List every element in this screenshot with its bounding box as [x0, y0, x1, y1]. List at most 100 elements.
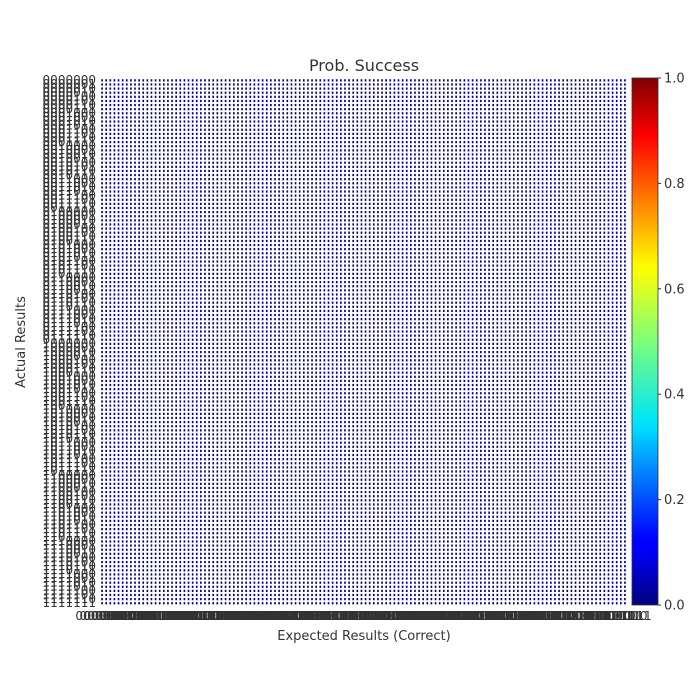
heatmap-cell: [496, 215, 499, 218]
heatmap-cell: [558, 95, 560, 98]
heatmap-cell: [566, 194, 569, 197]
heatmap-cell: [422, 120, 425, 123]
heatmap-cell: [241, 186, 243, 189]
heatmap-cell: [475, 186, 478, 189]
heatmap-cell: [183, 136, 186, 140]
heatmap-cell: [496, 95, 499, 98]
heatmap-cell: [274, 165, 276, 168]
heatmap-cell: [109, 190, 112, 193]
heatmap-cell: [368, 210, 371, 214]
heatmap-cell: [327, 95, 330, 98]
heatmap-cell: [595, 95, 597, 98]
heatmap-cell: [171, 210, 173, 214]
heatmap-cell: [607, 173, 610, 177]
heatmap-cell: [504, 95, 507, 98]
heatmap-cell: [578, 210, 581, 214]
heatmap-cell: [138, 173, 140, 177]
heatmap-cell: [294, 198, 297, 201]
heatmap-cell: [130, 95, 132, 98]
heatmap-cell: [611, 182, 614, 185]
heatmap-cell: [224, 124, 227, 127]
heatmap-cell: [138, 108, 140, 111]
heatmap-cell: [624, 132, 626, 136]
heatmap-cell: [278, 99, 280, 103]
heatmap-cell: [323, 153, 326, 156]
heatmap-cell: [179, 157, 182, 160]
heatmap-cell: [570, 103, 573, 107]
heatmap-cell: [356, 157, 359, 160]
heatmap-cell: [529, 231, 532, 234]
heatmap-cell: [150, 132, 153, 136]
heatmap-cell: [595, 206, 597, 210]
heatmap-cell: [438, 112, 441, 115]
heatmap-cell: [335, 95, 338, 98]
heatmap-cell: [492, 128, 495, 131]
heatmap-cell: [232, 79, 235, 82]
heatmap-cell: [253, 206, 256, 210]
heatmap-cell: [529, 108, 532, 111]
heatmap-cell: [599, 91, 602, 94]
heatmap-cell: [533, 83, 536, 86]
heatmap-cell: [364, 153, 367, 156]
heatmap-cell: [455, 99, 457, 103]
heatmap-cell: [348, 83, 350, 86]
heatmap-cell: [323, 136, 326, 140]
heatmap-cell: [545, 140, 548, 144]
heatmap-cell: [195, 136, 198, 140]
heatmap-cell: [282, 202, 285, 206]
heatmap-cell: [278, 95, 280, 98]
heatmap-cell: [183, 223, 186, 226]
heatmap-cell: [315, 235, 317, 238]
heatmap-cell: [442, 83, 445, 86]
heatmap-cell: [290, 124, 293, 127]
heatmap-cell: [587, 91, 589, 94]
heatmap-cell: [624, 206, 626, 210]
heatmap-cell: [261, 157, 264, 160]
heatmap-cell: [105, 206, 107, 210]
heatmap-cell: [290, 186, 293, 189]
heatmap-cell: [512, 128, 515, 131]
heatmap-cell: [397, 103, 400, 107]
heatmap-cell: [158, 227, 161, 230]
heatmap-cell: [158, 132, 161, 136]
heatmap-cell: [475, 231, 478, 234]
heatmap-cell: [500, 112, 503, 115]
heatmap-cell: [311, 194, 313, 197]
heatmap-cell: [467, 153, 470, 156]
heatmap-cell: [434, 210, 437, 214]
heatmap-cell: [500, 99, 503, 103]
heatmap-cell: [162, 206, 165, 210]
heatmap-cell: [323, 210, 326, 214]
heatmap-cell: [311, 178, 313, 181]
heatmap-cell: [113, 128, 116, 131]
heatmap-cell: [125, 235, 128, 238]
heatmap-cell: [550, 87, 552, 90]
heatmap-cell: [591, 157, 593, 160]
heatmap-cell: [381, 194, 383, 197]
heatmap-cell: [607, 112, 610, 115]
heatmap-cell: [282, 215, 285, 218]
heatmap-cell: [331, 169, 334, 173]
heatmap-cell: [319, 99, 322, 103]
heatmap-cell: [113, 161, 116, 164]
heatmap-cell: [615, 116, 618, 119]
heatmap-cell: [377, 136, 379, 140]
heatmap-cell: [521, 231, 523, 234]
heatmap-cell: [212, 108, 215, 111]
heatmap-cell: [191, 149, 194, 152]
heatmap-cell: [422, 227, 425, 230]
heatmap-row: [101, 198, 626, 201]
heatmap-cell: [405, 145, 408, 148]
heatmap-cell: [154, 182, 157, 185]
heatmap-cell: [175, 206, 177, 210]
heatmap-cell: [537, 132, 540, 136]
heatmap-cell: [208, 169, 210, 173]
heatmap-cell: [562, 120, 565, 123]
heatmap-cell: [171, 140, 173, 144]
heatmap-cell: [517, 202, 519, 206]
heatmap-cell: [562, 99, 565, 103]
heatmap-cell: [587, 95, 589, 98]
heatmap-cell: [496, 231, 499, 234]
heatmap-cell: [162, 161, 165, 164]
heatmap-cell: [550, 231, 552, 234]
